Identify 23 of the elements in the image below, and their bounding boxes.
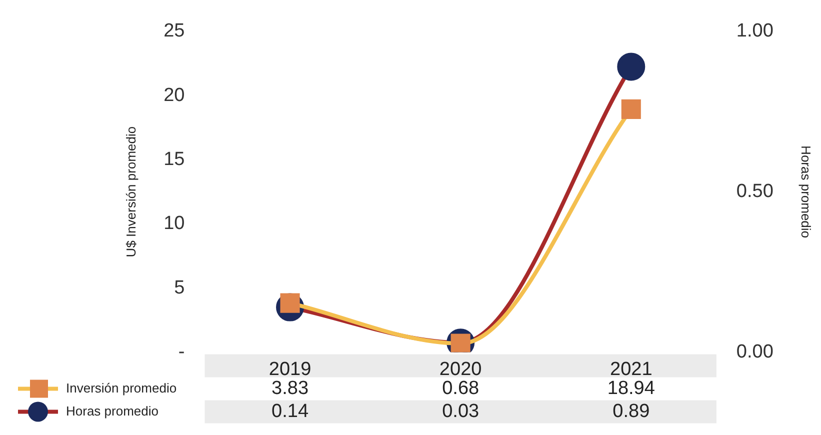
data-label: 0.14 bbox=[272, 400, 309, 422]
point bbox=[621, 99, 641, 119]
data-label: 0.89 bbox=[612, 400, 650, 422]
y-tick-label: 20 bbox=[164, 84, 185, 106]
y-tick-label: 5 bbox=[174, 277, 185, 298]
legend-label: Inversión promedio bbox=[66, 380, 177, 396]
x-tick-label: 2021 bbox=[610, 358, 652, 380]
data-label: 18.94 bbox=[607, 378, 656, 399]
y-tick-label: - bbox=[178, 341, 185, 362]
x-tick-label: 2020 bbox=[439, 358, 482, 380]
y2-axis-title: Horas promedio bbox=[798, 146, 814, 238]
y-tick-label: 15 bbox=[164, 148, 185, 170]
y-tick-label: 10 bbox=[164, 213, 185, 234]
y2-tick-label: 0.00 bbox=[736, 341, 774, 362]
y-tick-label: 25 bbox=[164, 20, 185, 42]
y-axis-title: U$ Inversión promedio bbox=[123, 126, 138, 258]
x-tick-label: 2019 bbox=[268, 358, 312, 380]
data-label: 3.83 bbox=[272, 378, 309, 399]
data-label: 0.03 bbox=[442, 400, 480, 422]
legend-label: Horas promedio bbox=[66, 403, 158, 418]
data-label: 0.68 bbox=[442, 378, 480, 399]
y2-tick-label: 0.50 bbox=[736, 181, 774, 202]
y2-tick-label: 1.00 bbox=[736, 20, 774, 42]
